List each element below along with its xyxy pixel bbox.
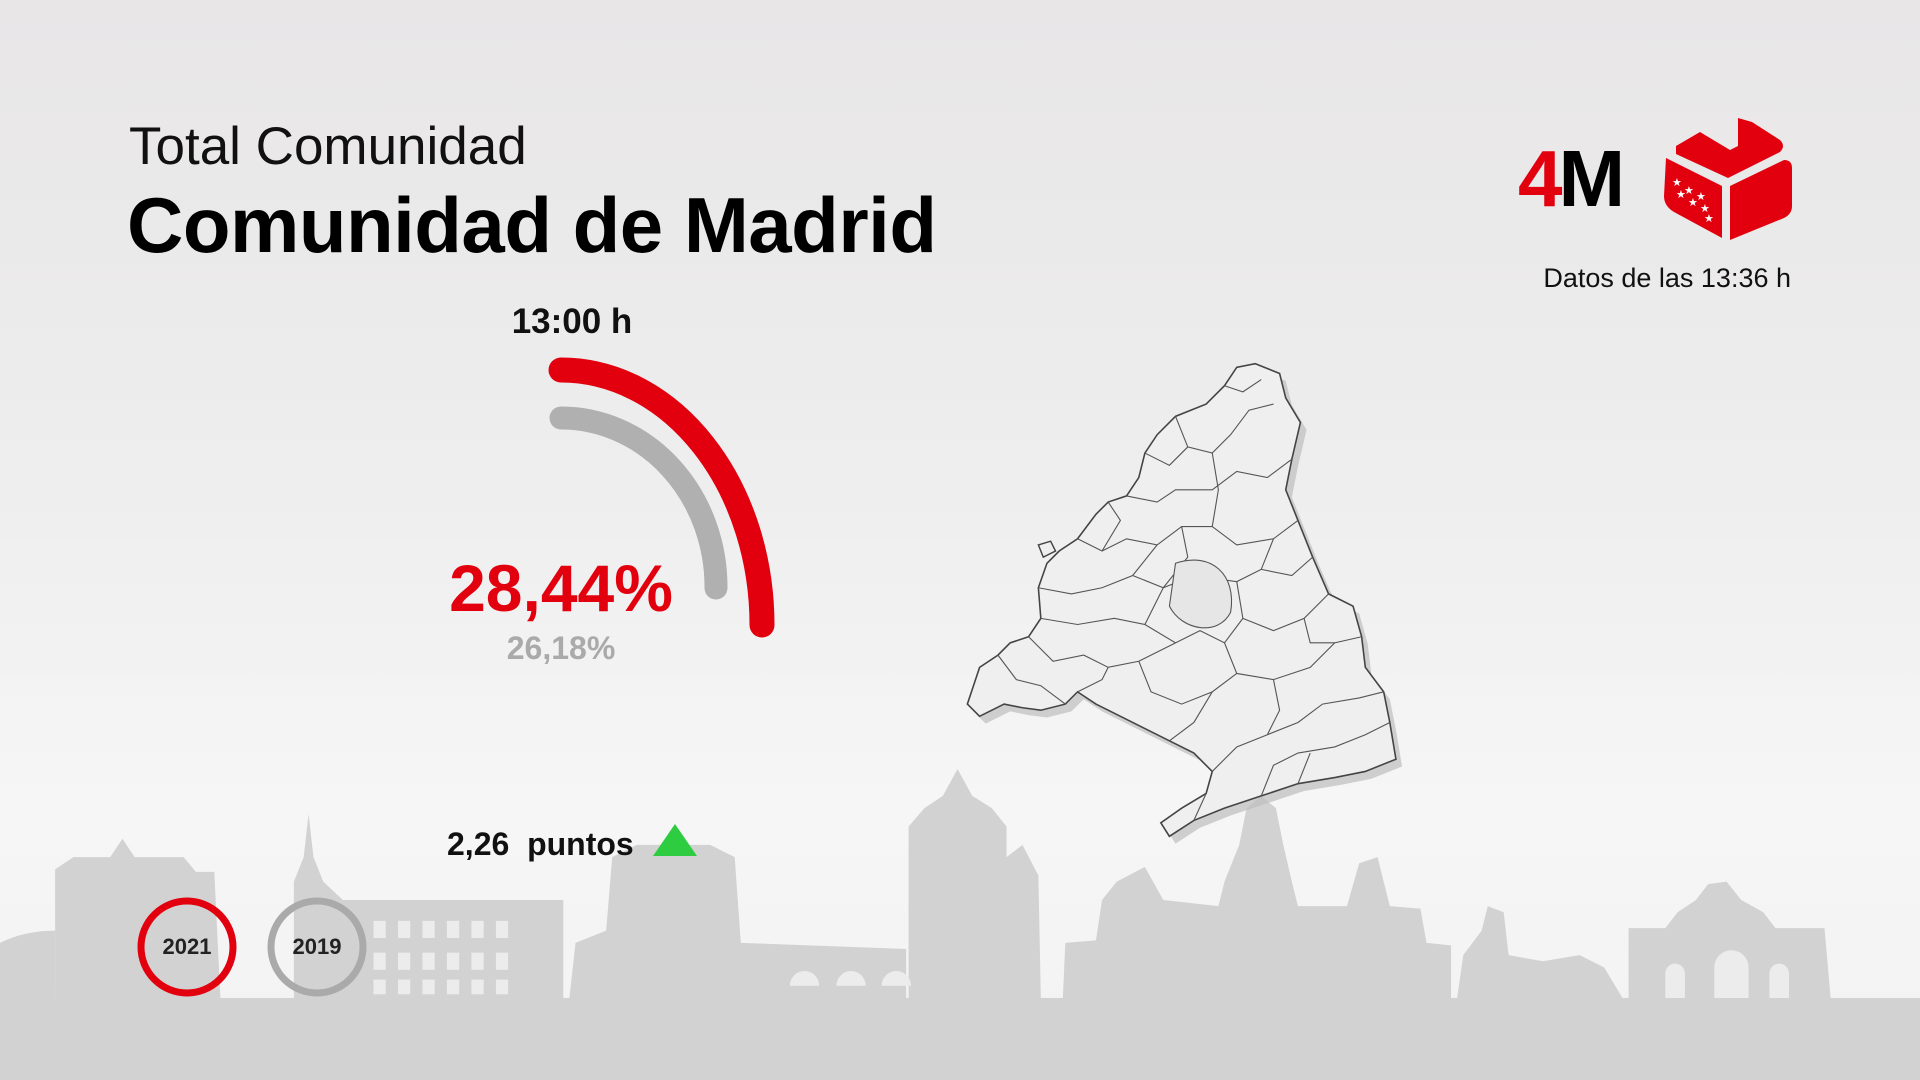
svg-text:★: ★ [1684, 184, 1694, 197]
turnout-previous: 26,18% [506, 630, 616, 666]
svg-text:★: ★ [1688, 196, 1698, 209]
data-timestamp: Datos de las 13:36 h [1543, 263, 1791, 293]
4m-logo: 4M ★★ ★★★ ★★ [1518, 118, 1792, 240]
svg-text:★: ★ [1704, 212, 1714, 225]
page-title: Comunidad de Madrid [127, 181, 937, 269]
year-2019-ring [267, 897, 367, 997]
madrid-region-map [966, 362, 1403, 844]
turnout-difference: 2,26 puntos [447, 826, 634, 862]
ballot-box-icon: ★★ ★★★ ★★ [1664, 118, 1792, 240]
year-2021-button[interactable]: 2021 [162, 934, 212, 959]
gauge-hour-label: 13:00 h [511, 302, 633, 341]
svg-text:★: ★ [1700, 202, 1710, 215]
svg-text:4M: 4M [1518, 134, 1621, 223]
svg-text:★: ★ [1672, 176, 1682, 189]
gauge-arc-current [548, 357, 775, 638]
year-2021-ring [137, 897, 237, 997]
skyline-windows [373, 920, 1789, 998]
triangle-up-icon [653, 824, 697, 856]
turnout-gauge [548, 357, 775, 638]
gauge-arc-previous [549, 406, 728, 600]
year-2019-button[interactable]: 2019 [292, 934, 342, 959]
svg-text:★: ★ [1676, 188, 1686, 201]
page-subtitle: Total Comunidad [129, 117, 527, 176]
svg-text:★: ★ [1696, 190, 1706, 203]
turnout-current: 28,44% [449, 551, 673, 625]
skyline-silhouette [0, 768, 1920, 1080]
